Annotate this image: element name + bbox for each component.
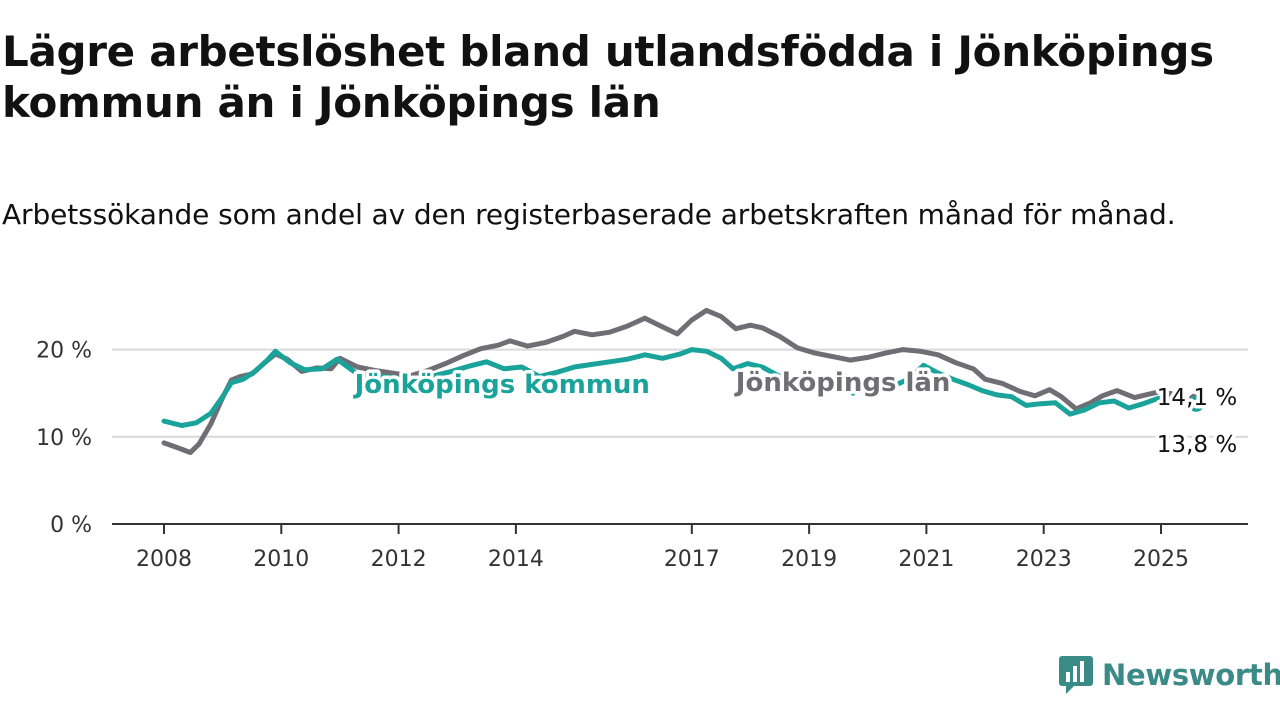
y-tick-label: 20 % (36, 339, 92, 364)
x-tick-label: 2025 (1133, 547, 1189, 572)
x-tick-label: 2014 (488, 547, 544, 572)
series-line-1 (161, 347, 1199, 428)
newsworthy-logo-icon (1059, 656, 1093, 694)
y-tick-label: 0 % (50, 513, 92, 538)
chart-title: Lägre arbetslöshet bland utlandsfödda i … (2, 27, 1214, 127)
series-line-0 (161, 307, 1199, 455)
x-tick-label: 2008 (136, 547, 192, 572)
series-labels: Jönköpings län Jönköpings kommun (349, 365, 954, 404)
end-point-top (1188, 395, 1205, 412)
series-label-1: Jönköpings kommun (353, 370, 650, 400)
chart-subtitle: Arbetssökande som andel av den registerb… (2, 198, 1176, 231)
end-value-label-0: 14,1 % (1157, 385, 1237, 411)
x-tick-label: 2012 (371, 547, 427, 572)
series-label-0: Jönköpings län (734, 368, 951, 398)
x-tick-label: 2021 (898, 547, 954, 572)
brand-name: Newsworthy (1102, 658, 1280, 692)
x-tick-label: 2017 (664, 547, 720, 572)
y-axis: 0 % 10 % 20 % (36, 339, 92, 538)
gridlines (112, 348, 1248, 438)
newsworthy-logo: Newsworthy (1058, 654, 1280, 696)
y-tick-label: 10 % (36, 426, 92, 451)
end-value-label-1: 13,8 % (1157, 432, 1237, 458)
series-lines (161, 307, 1199, 455)
x-tick-label: 2010 (253, 547, 309, 572)
x-tick-label: 2019 (781, 547, 837, 572)
end-markers: 14,1 % 13,8 % (1153, 382, 1240, 462)
x-axis: 2008 2010 2012 2014 2017 2019 2021 2023 2025 (112, 523, 1248, 572)
x-tick-label: 2023 (1016, 547, 1072, 572)
